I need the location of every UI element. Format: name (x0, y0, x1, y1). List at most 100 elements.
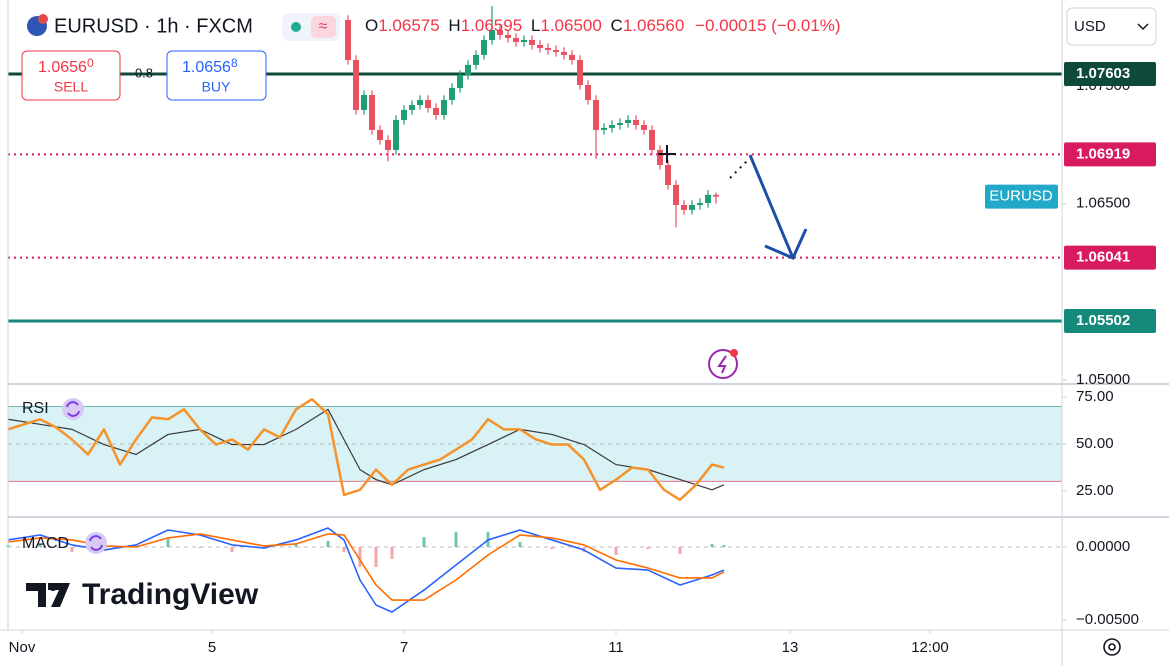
candle-body (681, 204, 687, 210)
level-label: 1.05502 (1076, 312, 1130, 329)
sell-label: SELL (54, 79, 88, 95)
candle-body (545, 47, 551, 50)
change: −0.00015 (−0.01%) (695, 16, 841, 35)
plot-area (6, 6, 1062, 613)
ohlc-value: 1.06575 (378, 16, 439, 35)
candle-body (609, 125, 615, 128)
histogram-bar (678, 546, 682, 554)
macd-line (7, 533, 725, 601)
ohlc-value: 1.06500 (540, 16, 601, 35)
last-price-tag (985, 184, 1058, 209)
candle-body (577, 59, 583, 86)
level-tag (1064, 61, 1156, 86)
ohlc-label: H (448, 16, 460, 35)
macd-icon (89, 535, 103, 551)
alert-icon[interactable] (708, 349, 738, 379)
buy-price-pip: 8 (231, 56, 238, 70)
series-name: EURUSD (989, 188, 1053, 205)
drawing-dotted (729, 159, 749, 179)
candle-body (345, 19, 351, 60)
candle-body (641, 125, 647, 130)
y-tick-label: 1.05000 (1076, 371, 1130, 388)
settings-icon[interactable] (1103, 638, 1121, 656)
histogram-bar (550, 546, 554, 550)
sell-button[interactable] (21, 50, 121, 101)
candle-body (433, 107, 439, 116)
macd-label: MACD (22, 535, 69, 552)
histogram-bar (134, 544, 138, 547)
candle-body (601, 127, 607, 130)
level-label: 1.06919 (1076, 145, 1130, 162)
ohlc-label: L (531, 16, 540, 35)
x-tick-label: 12:00 (911, 639, 949, 656)
level-tag (1064, 142, 1156, 167)
histogram-bar (422, 537, 426, 547)
histogram-bar (166, 539, 170, 547)
candle-body (585, 85, 591, 100)
y-tick-label: 1.06500 (1076, 195, 1130, 212)
rsi-band (8, 406, 1062, 482)
candle-body (489, 29, 495, 40)
ohlc-value: 1.06560 (623, 16, 684, 35)
y-tick-label: 25.00 (1076, 482, 1114, 499)
histogram-bar (390, 546, 394, 559)
candle-body (473, 54, 479, 65)
candle-body (569, 54, 575, 60)
candle-body (705, 194, 711, 203)
y-tick-label: −0.00500 (1076, 611, 1139, 628)
brand-logo (26, 583, 70, 607)
level-label: 1.07603 (1076, 65, 1130, 82)
sell-price: 1.06560 (38, 56, 94, 76)
candle-body (537, 44, 543, 48)
candle-body (393, 119, 399, 150)
delay-icon: ≈ (319, 18, 328, 35)
spread: 0.8 (135, 65, 153, 80)
candle-body (553, 49, 559, 52)
candle-body (713, 194, 719, 197)
ohlc-value: 1.06595 (461, 16, 522, 35)
candle-body (385, 139, 391, 150)
candle-body (649, 129, 655, 150)
histogram-bar (454, 531, 458, 547)
candle-body (465, 64, 471, 75)
candle-body (617, 123, 623, 126)
symbol-flag (38, 14, 48, 24)
candle-body (417, 99, 423, 106)
histogram-bar (230, 546, 234, 552)
histogram-bar (198, 546, 202, 548)
candle-body (505, 34, 511, 38)
rsi-label: RSI (22, 400, 49, 417)
candle-body (513, 37, 519, 42)
histogram-bar (342, 546, 346, 552)
candle-body (529, 39, 535, 45)
candle-body (521, 39, 527, 42)
x-tick-label: Nov (9, 639, 36, 656)
buy-button[interactable] (166, 50, 267, 101)
candle-body (625, 119, 631, 124)
candle-body (425, 99, 431, 108)
x-tick-label: 7 (400, 639, 408, 656)
level-label: 1.06041 (1076, 249, 1130, 266)
sell-price-pip: 0 (87, 56, 94, 70)
histogram-bar (646, 546, 650, 550)
brand-name: TradingView (82, 578, 259, 611)
candle-body (481, 39, 487, 55)
alert-dot (730, 349, 738, 357)
crosshair (658, 145, 676, 163)
candle-body (665, 164, 671, 185)
rsi-icon (66, 401, 80, 417)
histogram-bar (374, 546, 378, 567)
x-tick-label: 5 (208, 639, 216, 656)
histogram-bar (70, 546, 74, 552)
level-tag (1064, 309, 1156, 334)
buy-price-main: 1.0656 (182, 59, 231, 76)
currency-selector[interactable] (1066, 7, 1157, 46)
candle-body (353, 59, 359, 110)
histogram-bar (614, 546, 618, 556)
candle-body (377, 129, 383, 140)
histogram-bar (38, 544, 42, 547)
rsi-line (7, 408, 725, 491)
macd-line (7, 527, 725, 613)
